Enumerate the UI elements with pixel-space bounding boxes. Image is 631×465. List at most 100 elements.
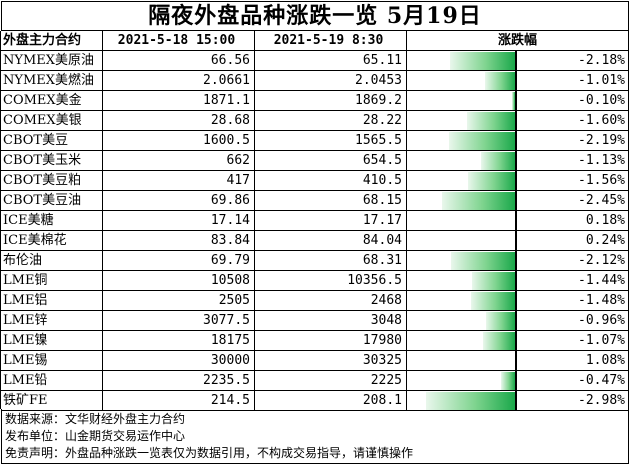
row-prev-value: 2.0661	[103, 71, 255, 91]
row-contract-name: LME铜	[1, 271, 103, 291]
row-contract-name: LME铝	[1, 291, 103, 311]
row-change-bar-cell	[407, 231, 517, 251]
row-change-bar-cell	[407, 211, 517, 231]
row-prev-value: 1600.5	[103, 131, 255, 151]
row-change-bar-cell	[407, 371, 517, 391]
row-curr-value: 654.5	[255, 151, 407, 171]
row-prev-value: 214.5	[103, 391, 255, 411]
row-change-percent: -0.96%	[517, 311, 629, 331]
row-contract-name: LME锌	[1, 311, 103, 331]
change-bar	[441, 192, 515, 210]
row-curr-value: 68.15	[255, 191, 407, 211]
row-prev-value: 69.79	[103, 251, 255, 271]
change-bar	[484, 72, 515, 90]
row-change-bar-cell	[407, 351, 517, 371]
row-curr-value: 10356.5	[255, 271, 407, 291]
change-bar	[449, 132, 515, 150]
row-contract-name: COMEX美金	[1, 91, 103, 111]
row-change-percent: -2.45%	[517, 191, 629, 211]
row-change-percent: -2.98%	[517, 391, 629, 411]
row-contract-name: COMEX美银	[1, 111, 103, 131]
row-curr-value: 2468	[255, 291, 407, 311]
row-change-percent: 0.18%	[517, 211, 629, 231]
change-bar	[471, 272, 515, 290]
row-change-percent: -2.19%	[517, 131, 629, 151]
row-change-bar-cell	[407, 271, 517, 291]
row-change-percent: -1.01%	[517, 71, 629, 91]
change-bar	[512, 92, 515, 110]
row-change-bar-cell	[407, 51, 517, 71]
row-curr-value: 30325	[255, 351, 407, 371]
row-curr-value: 17.17	[255, 211, 407, 231]
footer-disclaimer: 免责声明：外盘品种涨跌一览表仅为数据引用，不构成交易指导，请谨慎操作	[5, 446, 414, 460]
footer-source: 数据来源：文华财经外盘主力合约	[5, 412, 186, 426]
change-bar	[470, 292, 515, 310]
row-contract-name: CBOT美玉米	[1, 151, 103, 171]
row-contract-name: LME锡	[1, 351, 103, 371]
header-change: 涨跌幅	[407, 31, 629, 51]
change-bar	[500, 372, 515, 390]
footer-notes: 数据来源：文华财经外盘主力合约 发布单位：山金期货交易运作中心 免责声明：外盘品…	[1, 409, 629, 464]
row-change-percent: -2.18%	[517, 51, 629, 71]
header-contract: 外盘主力合约	[1, 31, 103, 51]
change-bar	[482, 332, 515, 350]
row-change-bar-cell	[407, 171, 517, 191]
row-curr-value: 410.5	[255, 171, 407, 191]
row-change-percent: -1.13%	[517, 151, 629, 171]
row-change-bar-cell	[407, 191, 517, 211]
header-curr-time: 2021-5-19 8:30	[255, 31, 407, 51]
row-contract-name: 铁矿FE	[1, 391, 103, 411]
change-bar	[481, 152, 515, 170]
row-contract-name: NYMEX美燃油	[1, 71, 103, 91]
row-contract-name: CBOT美豆油	[1, 191, 103, 211]
row-prev-value: 3077.5	[103, 311, 255, 331]
row-curr-value: 2.0453	[255, 71, 407, 91]
row-contract-name: LME铅	[1, 371, 103, 391]
row-change-bar-cell	[407, 71, 517, 91]
row-prev-value: 30000	[103, 351, 255, 371]
row-curr-value: 208.1	[255, 391, 407, 411]
row-change-bar-cell	[407, 291, 517, 311]
row-change-bar-cell	[407, 311, 517, 331]
footer-publisher: 发布单位：山金期货交易运作中心	[5, 429, 186, 443]
row-change-bar-cell	[407, 131, 517, 151]
header-prev-time: 2021-5-18 15:00	[103, 31, 255, 51]
row-prev-value: 28.68	[103, 111, 255, 131]
change-bar	[449, 52, 515, 70]
row-change-bar-cell	[407, 111, 517, 131]
row-prev-value: 18175	[103, 331, 255, 351]
row-curr-value: 2225	[255, 371, 407, 391]
row-change-bar-cell	[407, 331, 517, 351]
row-curr-value: 65.11	[255, 51, 407, 71]
change-bar	[467, 112, 515, 130]
row-change-percent: 1.08%	[517, 351, 629, 371]
table-frame-left	[0, 31, 1, 409]
row-prev-value: 66.56	[103, 51, 255, 71]
row-change-percent: -1.44%	[517, 271, 629, 291]
row-prev-value: 10508	[103, 271, 255, 291]
row-contract-name: NYMEX美原油	[1, 51, 103, 71]
row-change-percent: -1.60%	[517, 111, 629, 131]
row-curr-value: 3048	[255, 311, 407, 331]
row-curr-value: 68.31	[255, 251, 407, 271]
row-contract-name: ICE美糖	[1, 211, 103, 231]
row-prev-value: 2235.5	[103, 371, 255, 391]
row-change-bar-cell	[407, 391, 517, 411]
row-curr-value: 17980	[255, 331, 407, 351]
row-change-percent: -2.12%	[517, 251, 629, 271]
change-bar	[486, 312, 515, 330]
row-contract-name: LME镍	[1, 331, 103, 351]
row-change-bar-cell	[407, 151, 517, 171]
row-change-percent: -0.47%	[517, 371, 629, 391]
page-title: 隔夜外盘品种涨跌一览 5月19日	[1, 1, 629, 31]
row-curr-value: 1869.2	[255, 91, 407, 111]
row-contract-name: 布伦油	[1, 251, 103, 271]
row-prev-value: 417	[103, 171, 255, 191]
zero-axis-line	[515, 51, 516, 411]
change-bar	[451, 252, 515, 270]
row-change-bar-cell	[407, 251, 517, 271]
row-contract-name: CBOT美豆粕	[1, 171, 103, 191]
row-curr-value: 28.22	[255, 111, 407, 131]
row-change-percent: -1.56%	[517, 171, 629, 191]
